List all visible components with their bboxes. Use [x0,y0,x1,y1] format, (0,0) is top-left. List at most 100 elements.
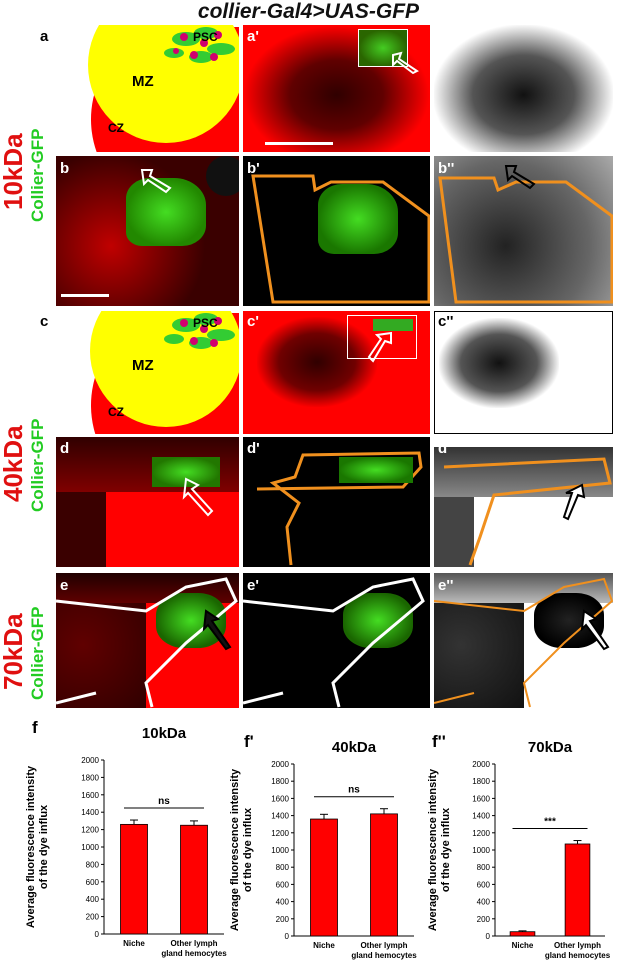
panel-d2-image [434,437,613,567]
panel-e1-image [243,573,430,708]
outline [434,577,613,708]
outline [56,577,238,708]
panel-label-d1: d' [247,440,260,457]
y-tick-label: 200 [276,915,290,924]
y-tick-label: 400 [86,895,100,904]
significance-label: ns [158,796,170,807]
y-axis-label: of the dye influx [38,804,50,889]
gfp-niche [318,184,398,254]
bar [564,843,591,937]
panel-c1-image [243,311,430,434]
y-tick-label: 800 [477,863,491,872]
category-label: Other lymph [360,941,407,950]
y-tick-label: 1000 [472,846,490,855]
figure-title: collier-Gal4>UAS-GFP [197,0,420,23]
outline [243,577,425,708]
y-tick-label: 200 [86,913,100,922]
panel-label-c1: c' [247,313,259,330]
chart-title: 70kDa [528,739,573,756]
y-tick-label: 800 [86,860,100,869]
y-tick-label: 1400 [271,812,289,821]
y-axis-label: Average fluorescence intensity [427,768,439,931]
y-tick-label: 2000 [81,756,99,765]
panel-label-e1: e' [247,577,259,594]
bar [180,824,208,935]
y-tick-label: 1200 [271,829,289,838]
arrow-icon [562,483,586,521]
lymph-gland-diagram [90,311,239,434]
panel-b2-image [434,156,613,306]
y-tick-label: 600 [477,880,491,889]
outline [251,174,430,304]
mz-label: MZ [132,357,154,374]
y-tick-label: 200 [477,915,491,924]
panel-b1-image [243,156,430,306]
panel-d-image [56,437,239,567]
y-tick-label: 1600 [472,794,490,803]
panel-label-c2: c'' [438,313,454,330]
bar [310,818,338,937]
outline [443,457,612,566]
panel-label-b: b [60,160,70,177]
y-tick-label: 1200 [81,826,99,835]
category-label: gland hemocytes [545,951,611,960]
panel-label-f: f [32,718,38,737]
panel-label-b2: b'' [438,160,455,177]
y-tick-label: 2000 [472,760,490,769]
panel-a1-image [243,25,430,152]
category-label: Niche [313,941,335,950]
y-axis-label: Average fluorescence intensity [25,765,37,928]
row-label-gfp-1: Collier-GFP [28,128,47,222]
psc-inset-box [358,29,408,67]
chart-title: 40kDa [332,739,377,756]
panel-label-c: c [40,313,49,330]
bar [370,813,398,937]
panel-e2-image [434,573,613,708]
y-tick-label: 1800 [472,777,490,786]
arrow-icon [580,609,610,651]
panel-b-image [56,156,239,306]
y-tick-label: 1400 [81,808,99,817]
panel-label-f2: f'' [432,732,446,751]
psc-label: PSC [193,30,218,44]
gfp-niche [126,178,206,246]
y-tick-label: 0 [285,932,290,941]
y-axis-label: Average fluorescence intensity [229,768,241,931]
bar [509,931,536,937]
panel-label-d2: d'' [438,440,455,457]
y-tick-label: 2000 [271,760,289,769]
y-axis-label: of the dye influx [440,807,452,892]
panel-label-a: a [40,28,49,45]
arrow-icon [367,331,392,363]
panel-c2-image [434,311,613,434]
y-tick-label: 1600 [81,791,99,800]
panel-label-d: d [60,440,70,457]
category-label: Other lymph [170,939,217,948]
y-tick-label: 1800 [271,777,289,786]
y-tick-label: 400 [276,898,290,907]
panel-a2-image [434,25,613,152]
panel-label-f1: f' [244,732,254,751]
significance-label: ns [348,785,360,796]
panel-label-e: e [60,577,69,594]
y-tick-label: 1600 [271,794,289,803]
chart-title: 10kDa [142,725,187,742]
significance-label: *** [544,817,556,828]
panel-label-a1: a' [247,28,259,45]
row-label-70kda: 70kDa [0,613,28,690]
y-tick-label: 1000 [81,843,99,852]
cz-label: CZ [108,121,124,135]
y-tick-label: 1200 [472,829,490,838]
scale-bar [61,294,109,297]
bar [120,823,148,935]
panel-label-b1: b' [247,160,260,177]
y-tick-label: 0 [486,932,491,941]
lymph-gland-diagram [88,25,239,152]
category-label: Niche [123,939,145,948]
category-label: Other lymph [554,941,601,950]
y-tick-label: 400 [477,898,491,907]
panel-label-a2: a'' [438,28,454,45]
row-label-gfp-3: Collier-GFP [28,606,47,700]
y-tick-label: 600 [276,880,290,889]
